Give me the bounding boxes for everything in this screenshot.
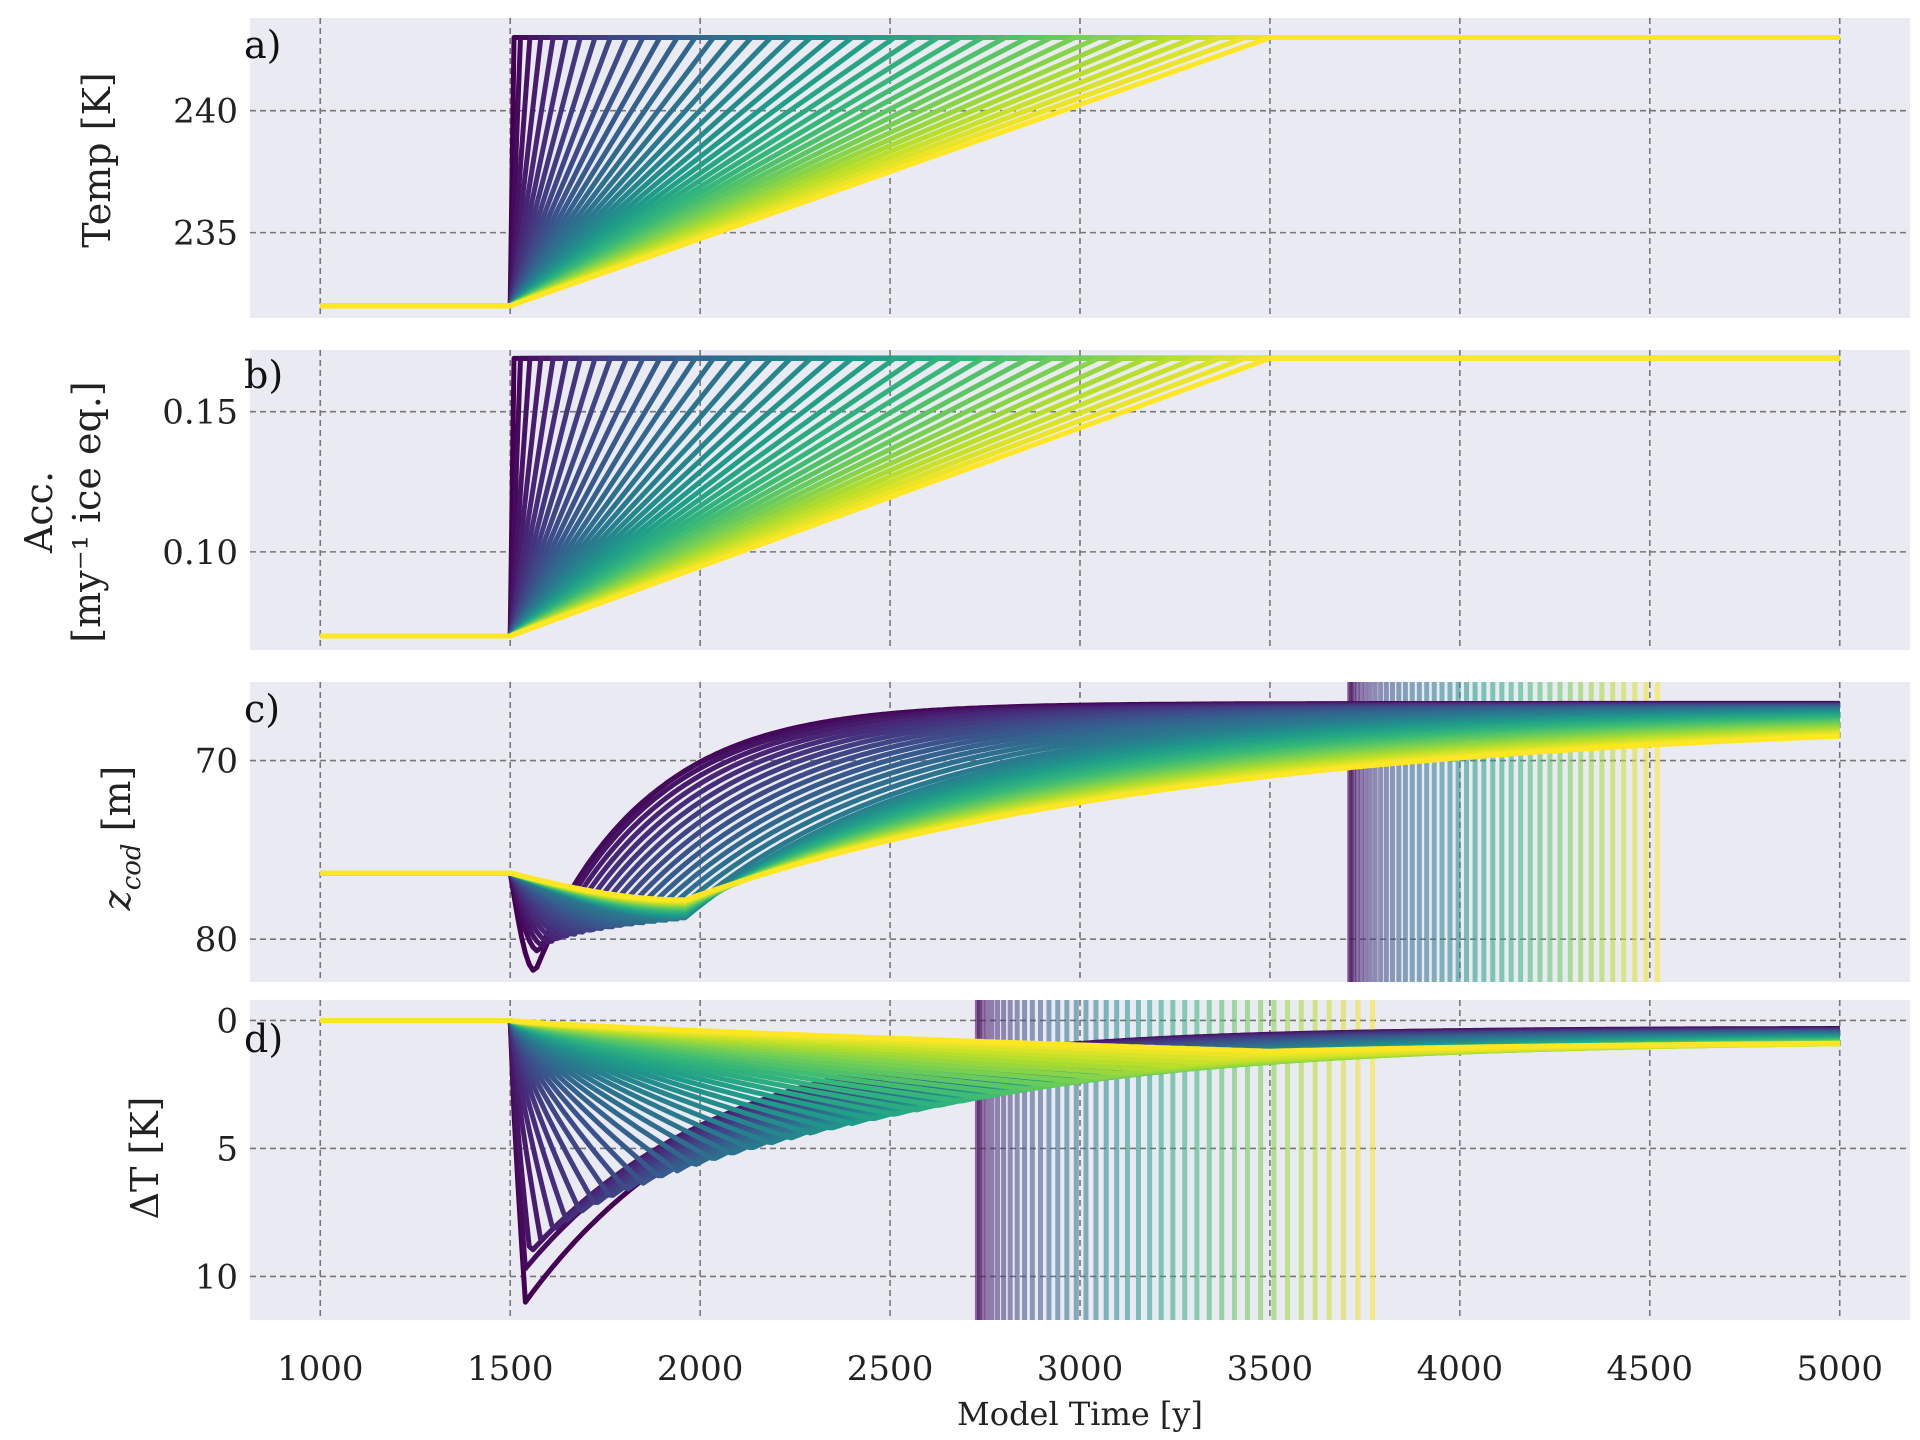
ylabel-delta-temperature: ΔT [K] [123,1097,167,1220]
y-tick-label: 0.10 [162,533,238,573]
y-tick-label: 240 [173,92,238,132]
y-tick-label: 10 [195,1257,238,1297]
ylabel-temperature: Temp [K] [75,72,119,247]
panel-delta-temperature: d) 0 5 10 1000 1500 2000 2500 3000 3500 4000 4500 5… [195,1000,1910,1389]
x-tick-label: 4500 [1607,1349,1694,1389]
y-tick-label: 0 [216,1001,238,1041]
x-tick-label: 3000 [1037,1349,1124,1389]
series-group [320,682,1840,982]
x-tick-label: 1000 [277,1349,364,1389]
x-tick-label: 1500 [467,1349,554,1389]
series-line [320,35,1840,309]
ylabel-accumulation-line1: Acc. [17,471,61,554]
y-tick-label: 0.15 [162,393,238,433]
y-tick-label: 80 [195,920,238,960]
x-axis-label: Model Time [y] [957,1395,1203,1433]
x-tick-label: 5000 [1796,1349,1883,1389]
panel-label-a: a) [244,23,281,67]
x-tick-label: 2000 [657,1349,744,1389]
y-tick-label: 5 [216,1129,238,1169]
panel-temperature: a) 235 240 [173,18,1910,318]
series-line [320,1018,1840,1054]
x-tick-label: 4000 [1417,1349,1504,1389]
panel-label-d: d) [244,1017,283,1061]
series-group [320,1000,1840,1320]
series-line [320,733,1840,903]
ylabel-close-off-depth: zcod [m] [95,766,147,912]
panel-label-c: c) [244,687,280,731]
series-group [320,355,1840,639]
x-tick-label: 2500 [847,1349,934,1389]
panel-close-off-depth: c) 70 80 [195,682,1910,982]
y-tick-label: 70 [195,742,238,782]
panel-accumulation: b) 0.10 0.15 [162,350,1910,650]
series-line [320,355,1840,639]
ylabel-accumulation-line2: [my⁻¹ ice eq.] [65,381,109,642]
series-group [320,35,1840,309]
x-tick-label: 3500 [1227,1349,1314,1389]
y-tick-label: 235 [173,214,238,254]
panel-label-b: b) [244,353,283,397]
